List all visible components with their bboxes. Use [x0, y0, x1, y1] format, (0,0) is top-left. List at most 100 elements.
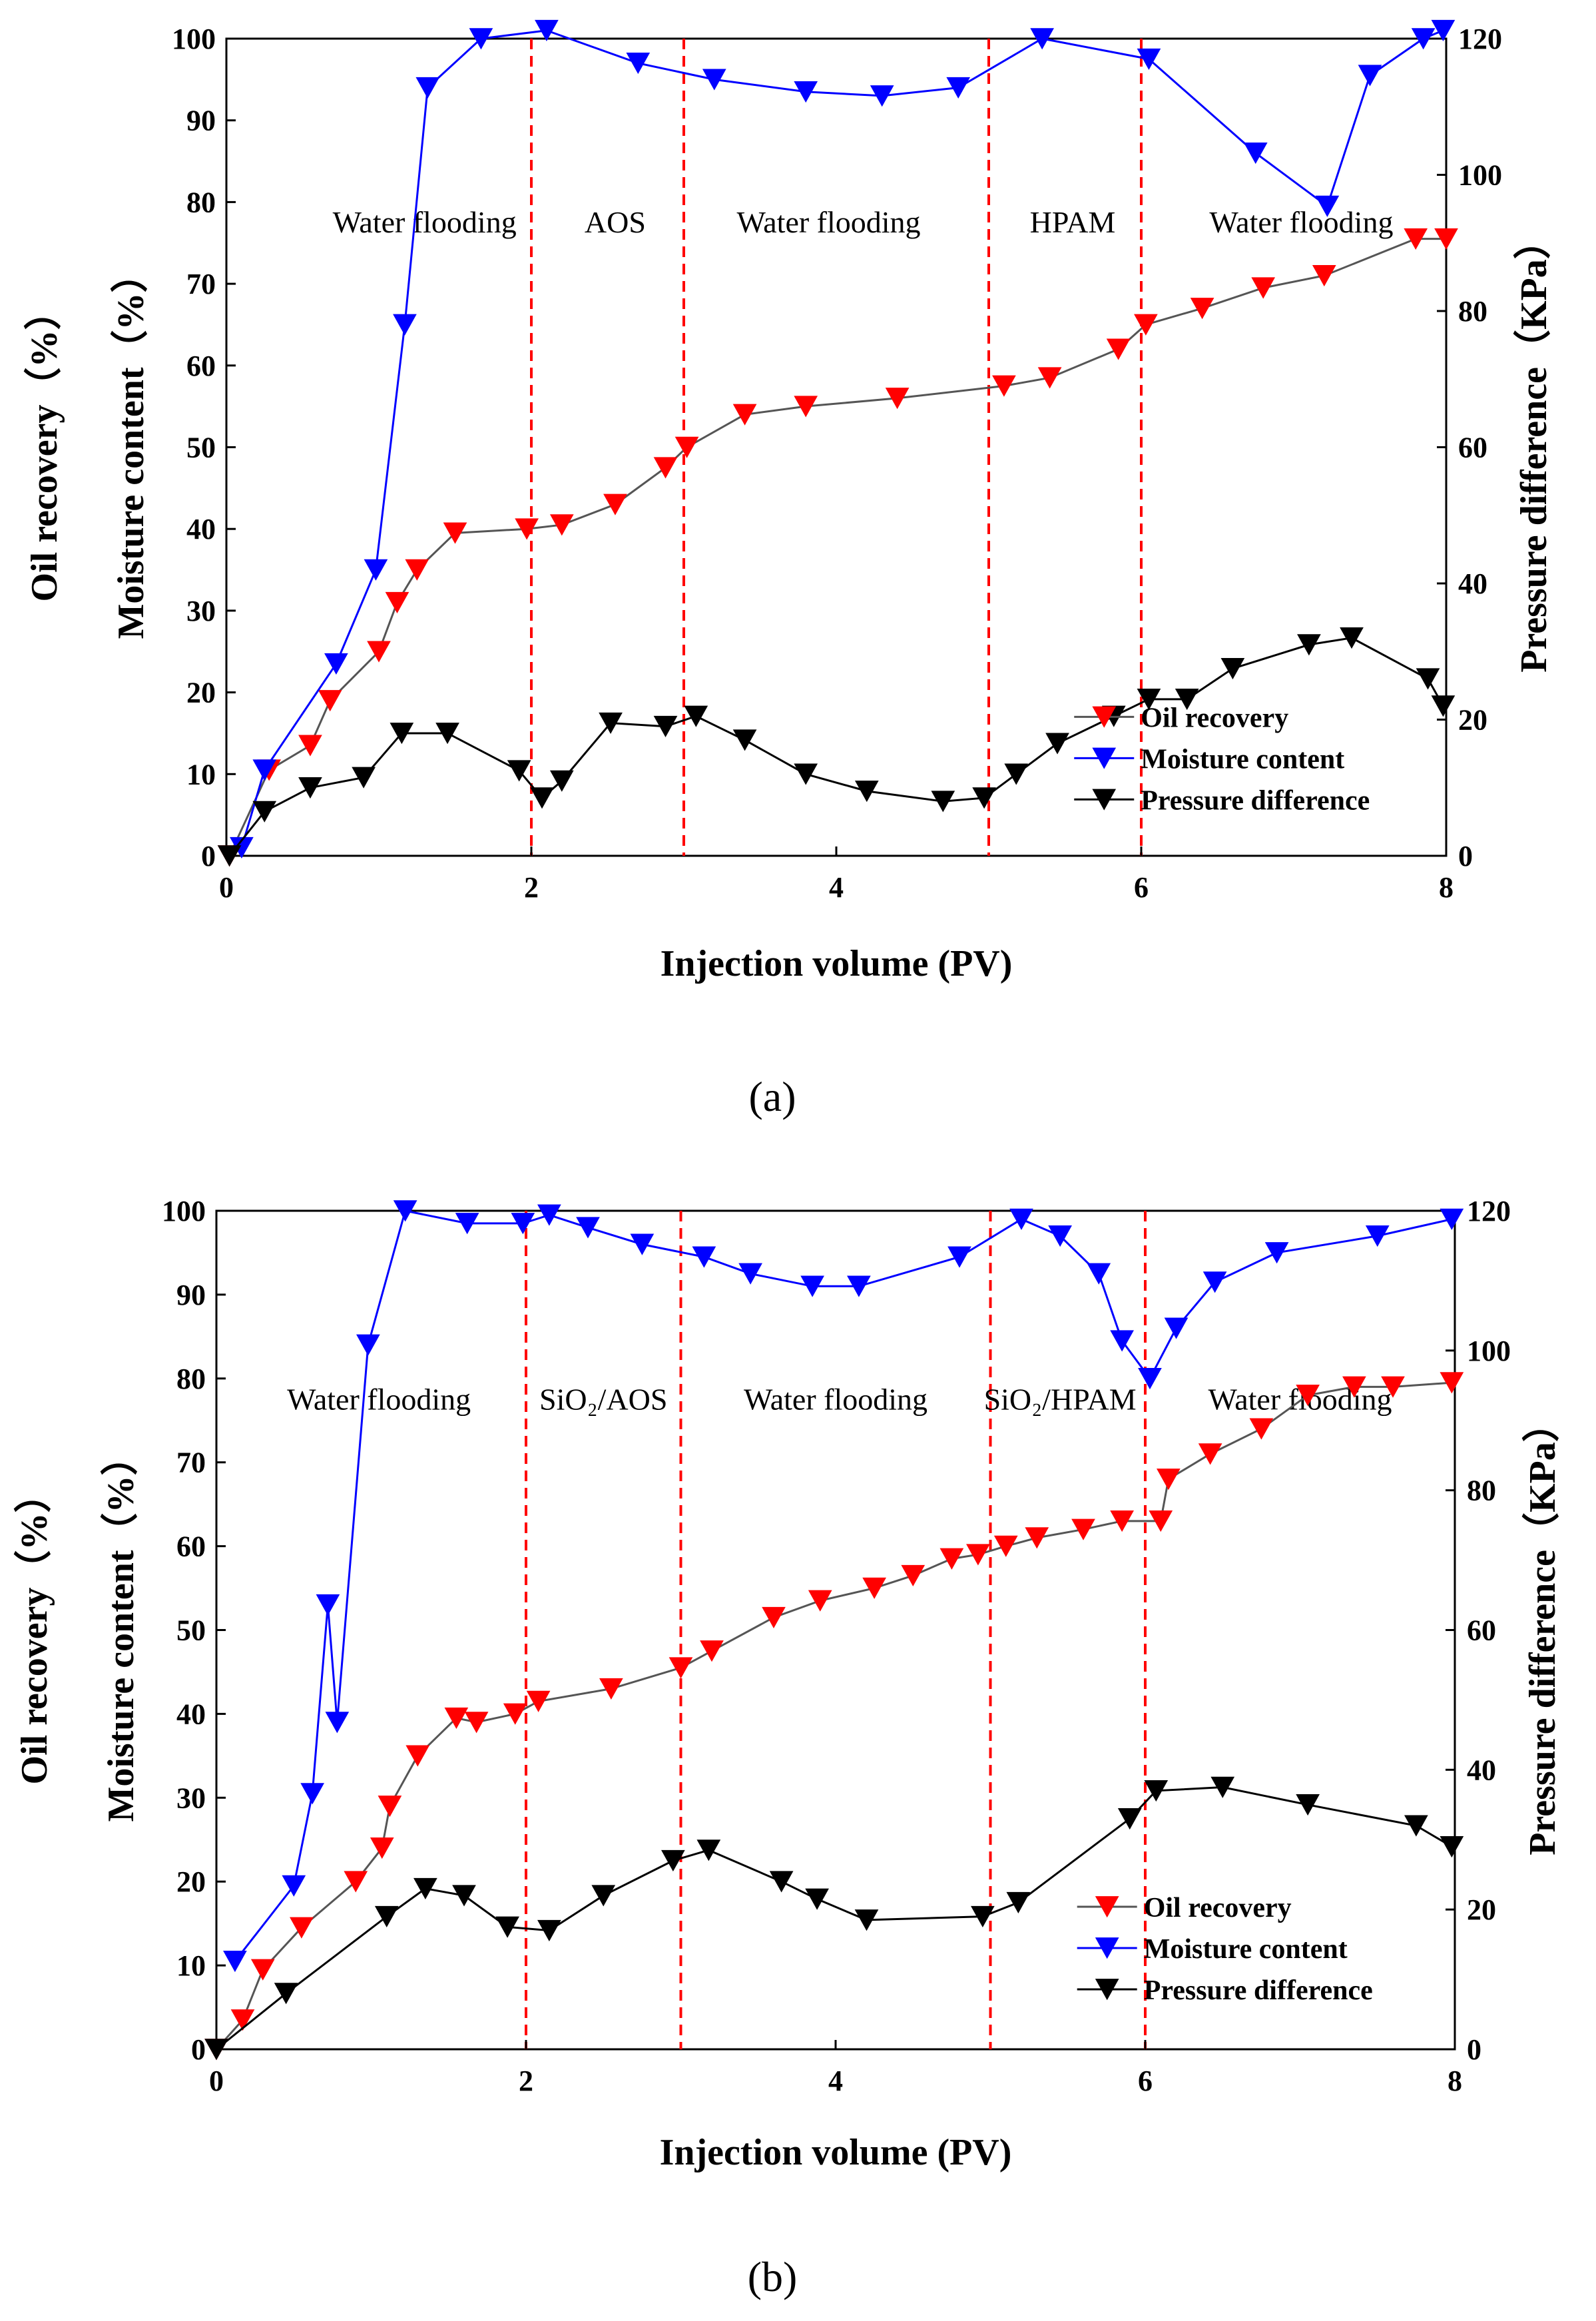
legend-marker — [1095, 1896, 1119, 1918]
data-point — [537, 1919, 561, 1941]
data-point — [217, 845, 242, 867]
y-axis-title-moisture: Moisture content（%） — [110, 256, 152, 639]
data-point — [762, 1606, 786, 1628]
y-tick-label: 40 — [186, 513, 216, 545]
data-point — [1440, 1372, 1464, 1394]
x-tick-label: 6 — [1134, 871, 1149, 904]
legend-item-1: Moisture content — [1077, 1934, 1348, 1965]
data-point — [732, 404, 757, 426]
stage-label-1: AOS — [585, 205, 646, 239]
data-point — [901, 1564, 926, 1586]
data-point — [1431, 695, 1456, 717]
stage-label-3: HPAM — [1030, 205, 1116, 239]
data-point — [549, 770, 574, 792]
data-point — [966, 1544, 990, 1566]
legend-label: Oil recovery — [1141, 703, 1288, 733]
y-tick-label: 60 — [186, 350, 216, 382]
data-point — [939, 1548, 964, 1570]
data-point — [1137, 48, 1161, 71]
data-point — [535, 19, 559, 42]
data-point — [1315, 195, 1340, 217]
stage-label-1: SiO₂/AOS — [539, 1382, 667, 1416]
legend-marker — [1092, 747, 1117, 769]
data-point — [1110, 1510, 1134, 1532]
data-point — [1164, 1317, 1189, 1339]
data-point — [324, 653, 348, 675]
data-point — [435, 723, 459, 745]
data-point — [464, 1712, 489, 1734]
data-point — [1149, 1510, 1173, 1532]
y-tick-label: 20 — [186, 677, 216, 709]
legend-marker — [1092, 789, 1117, 811]
data-point — [1404, 1815, 1428, 1837]
data-point — [444, 1707, 469, 1730]
y2-tick-label: 60 — [1467, 1614, 1496, 1647]
y2-tick-label: 120 — [1458, 23, 1502, 55]
data-point — [1264, 1242, 1289, 1264]
data-point — [443, 522, 467, 544]
series-pressure-difference — [204, 1776, 1464, 2061]
data-point — [252, 759, 277, 781]
data-point — [603, 494, 627, 515]
y-axis-title-moisture: Moisture content（%） — [100, 1439, 142, 1822]
legend-item-0: Oil recovery — [1074, 703, 1288, 733]
data-point — [1144, 1780, 1169, 1802]
data-point — [223, 1951, 247, 1973]
y2-axis-title-pressure: Pressure difference（KPa） — [1521, 1405, 1563, 1855]
legend-label: Oil recovery — [1144, 1893, 1292, 1923]
data-point — [452, 1885, 476, 1907]
y2-tick-label: 40 — [1458, 567, 1487, 600]
data-point — [972, 787, 996, 809]
data-point — [1416, 668, 1440, 690]
legend-label: Pressure difference — [1141, 785, 1370, 816]
data-point — [1009, 1208, 1033, 1230]
data-point — [455, 1213, 479, 1235]
data-point — [854, 1909, 879, 1931]
y-tick-label: 90 — [186, 105, 216, 137]
data-point — [800, 1275, 824, 1297]
y2-tick-label: 40 — [1467, 1754, 1496, 1786]
data-point — [1365, 1225, 1390, 1247]
data-point — [370, 1837, 394, 1859]
y-tick-label: 80 — [186, 186, 216, 218]
y2-tick-label: 0 — [1467, 2033, 1481, 2066]
data-point — [599, 1678, 623, 1700]
data-point — [1342, 1376, 1366, 1398]
legend-label: Pressure difference — [1144, 1975, 1373, 2006]
data-point — [599, 712, 623, 734]
y2-axis-title-pressure: Pressure difference（KPa） — [1513, 222, 1555, 673]
y-tick-label: 30 — [186, 595, 216, 627]
data-point — [415, 77, 440, 99]
data-point — [870, 85, 894, 107]
data-point — [732, 729, 757, 751]
x-tick-label: 2 — [524, 871, 539, 904]
data-point — [862, 1577, 886, 1599]
data-point — [352, 767, 376, 789]
data-point — [549, 514, 574, 536]
data-point — [1045, 733, 1069, 755]
stage-label-0: Water flooding — [287, 1382, 471, 1416]
data-point — [1030, 28, 1054, 50]
y-tick-label: 10 — [186, 758, 216, 791]
data-point — [805, 1888, 829, 1910]
data-point — [993, 1535, 1018, 1557]
y-axis-title-oil-recovery: Oil recovery（%） — [23, 293, 65, 602]
stage-label-2: Water flooding — [744, 1382, 928, 1416]
data-point — [808, 1590, 832, 1612]
data-point — [847, 1275, 871, 1297]
x-tick-label: 8 — [1439, 871, 1454, 904]
data-point — [1381, 1376, 1405, 1398]
legend-marker — [1092, 706, 1117, 728]
data-point — [344, 1871, 368, 1893]
data-point — [300, 1783, 324, 1805]
plot-frame — [215, 1209, 1456, 2051]
series-line — [234, 1209, 1452, 1962]
data-point — [1411, 28, 1436, 50]
data-point — [1440, 1835, 1464, 1858]
data-point — [794, 763, 818, 785]
y2-tick-label: 100 — [1458, 159, 1502, 192]
y-tick-label: 70 — [186, 268, 216, 300]
series-oil-recovery — [217, 228, 1458, 867]
data-point — [1404, 228, 1428, 250]
x-tick-label: 0 — [209, 2065, 224, 2097]
